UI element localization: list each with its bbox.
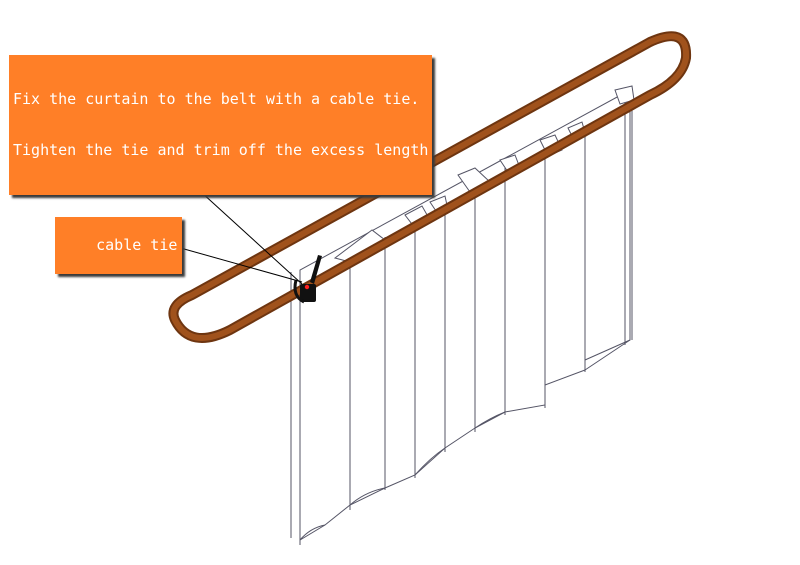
instruction-callout: Fix the curtain to the belt with a cable… [9,55,433,195]
cable-tie-label: cable tie [96,236,178,254]
curtain-hem [299,339,631,541]
instruction-line-2: Tighten the tie and trim off the excess … [13,141,429,159]
curtain-panel-back [299,89,631,541]
cable-tie-callout: cable tie [55,217,183,274]
cable-tie-head [300,284,316,302]
cable-tie [293,255,322,304]
cable-tie-pin [304,284,310,290]
belt-loop [168,31,692,343]
instruction-line-1: Fix the curtain to the belt with a cable… [13,90,420,108]
cable-tie-loop [293,279,305,304]
cable-tie-tail [310,255,322,284]
belt-fill [170,33,690,341]
